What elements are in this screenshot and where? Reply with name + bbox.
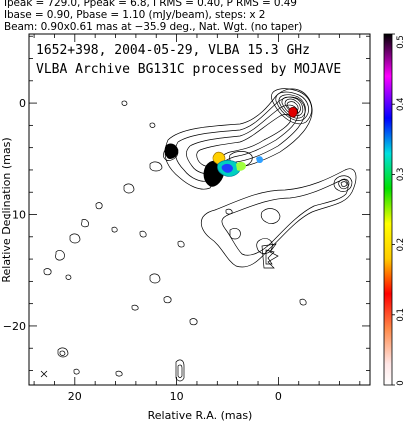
contour-layer [40,88,357,382]
colorbar-ticks: 0 0.1 0.2 0.3 0.4 0.5 [392,33,406,386]
header-line-3: Beam: 0.90x0.61 mas at −35.9 deg., Nat. … [4,21,303,33]
outer-jet-contours [200,168,357,269]
x-tick-label: 0 [275,390,282,403]
header-line-1: Ipeak = 729.0, Ppeak = 6.8, I RMS = 0.40… [4,0,297,9]
colorbar-tick-label: 0.5 [396,35,406,49]
x-tick-label: 10 [170,390,184,403]
colorbar-tick-label: 0.1 [396,308,406,322]
chart-subtitle: VLBA Archive BG131C processed by MOJAVE [36,62,341,77]
y-tick-label: 0 [19,97,26,110]
noise-contours [43,100,307,382]
header-line-2: Ibase = 0.90, Pbase = 1.10 (mJy/beam), s… [4,9,266,21]
colorbar-tick-label: 0.2 [396,238,406,252]
x-axis-label: Relative R.A. (mas) [148,409,253,422]
core-peak-mark [288,107,298,118]
plot-frame [28,33,371,386]
y-axis-label: Relative Declination (mas) [0,137,13,282]
colorbar-tick-label: 0 [396,380,406,385]
jet-knot-blue [221,163,233,173]
y-tick-label: −20 [3,320,26,333]
y-tick-label: −10 [3,209,26,222]
jet-knot-black-1 [164,143,179,159]
jet-contours [149,88,313,190]
jet-knot-blue-2 [256,156,263,164]
beam-marker [40,370,48,378]
colorbar [383,33,393,386]
jet-knot-green [236,161,246,171]
axis-ticks [29,34,370,385]
colorbar-tick-label: 0.3 [396,168,406,182]
x-tick-label: 20 [68,390,82,403]
colorbar-tick-label: 0.4 [396,97,406,111]
chart-title: 1652+398, 2004-05-29, VLBA 15.3 GHz [36,43,310,58]
